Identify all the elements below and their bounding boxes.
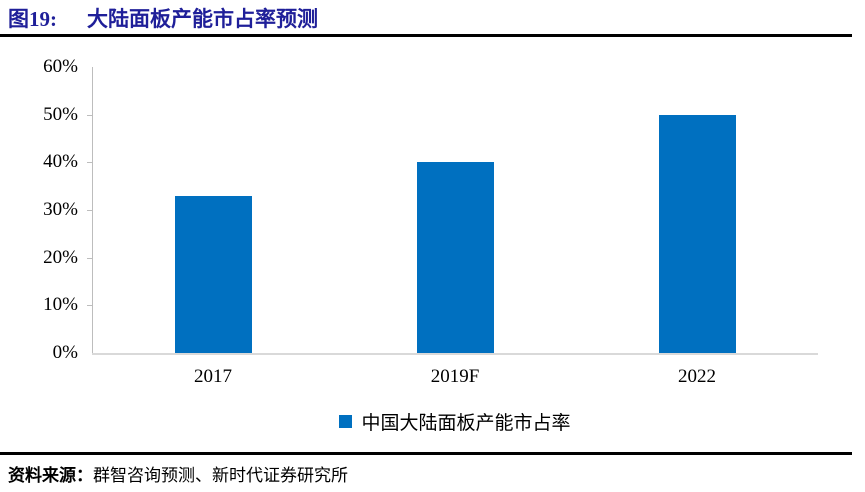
figure-title: 大陆面板产能市占率预测 xyxy=(87,7,318,31)
figure-number-label: 图19: xyxy=(8,7,57,31)
x-axis-tick-label: 2017 xyxy=(194,366,232,387)
bar-2022 xyxy=(658,114,736,353)
figure-header: 图19: 大陆面板产能市占率预测 xyxy=(8,3,318,33)
y-axis-tick-label: 10% xyxy=(43,294,78,316)
y-axis-tick-label: 30% xyxy=(43,199,78,221)
bar-2019F xyxy=(416,162,494,353)
y-axis-tick-mark xyxy=(87,257,92,259)
y-axis-tick-mark xyxy=(87,114,92,116)
chart-legend: 中国大陆面板产能市占率 xyxy=(92,408,818,434)
y-axis-tick-label: 20% xyxy=(43,246,78,268)
x-axis-line xyxy=(92,353,818,355)
legend-color-swatch xyxy=(339,414,353,428)
x-axis-tick-label: 2019F xyxy=(430,366,480,387)
plot-area: 0% 10% 20% 30% 40% 50% 60% 2017 2019F 2022 xyxy=(43,57,818,387)
legend-series-label: 中国大陆面板产能市占率 xyxy=(361,412,571,434)
y-axis-tick-mark xyxy=(87,210,92,211)
y-axis-line xyxy=(92,67,93,353)
y-axis-tick-mark xyxy=(87,305,92,307)
source-text: 群智咨询预测、新时代证券研究所 xyxy=(93,466,348,485)
y-axis-tick-label: 0% xyxy=(52,342,78,364)
bar-2017 xyxy=(174,195,252,353)
y-axis-tick-mark xyxy=(87,162,92,164)
source-note: 资料来源：群智咨询预测、新时代证券研究所 xyxy=(8,461,348,486)
y-axis-tick-label: 40% xyxy=(43,151,78,173)
x-axis-tick-label: 2022 xyxy=(678,366,716,387)
y-axis-tick-label: 50% xyxy=(43,103,78,125)
footer-divider-line xyxy=(0,452,852,455)
source-prefix: 资料来源： xyxy=(8,466,93,485)
header-divider-line xyxy=(0,34,852,37)
y-axis-tick-label: 60% xyxy=(43,56,78,78)
